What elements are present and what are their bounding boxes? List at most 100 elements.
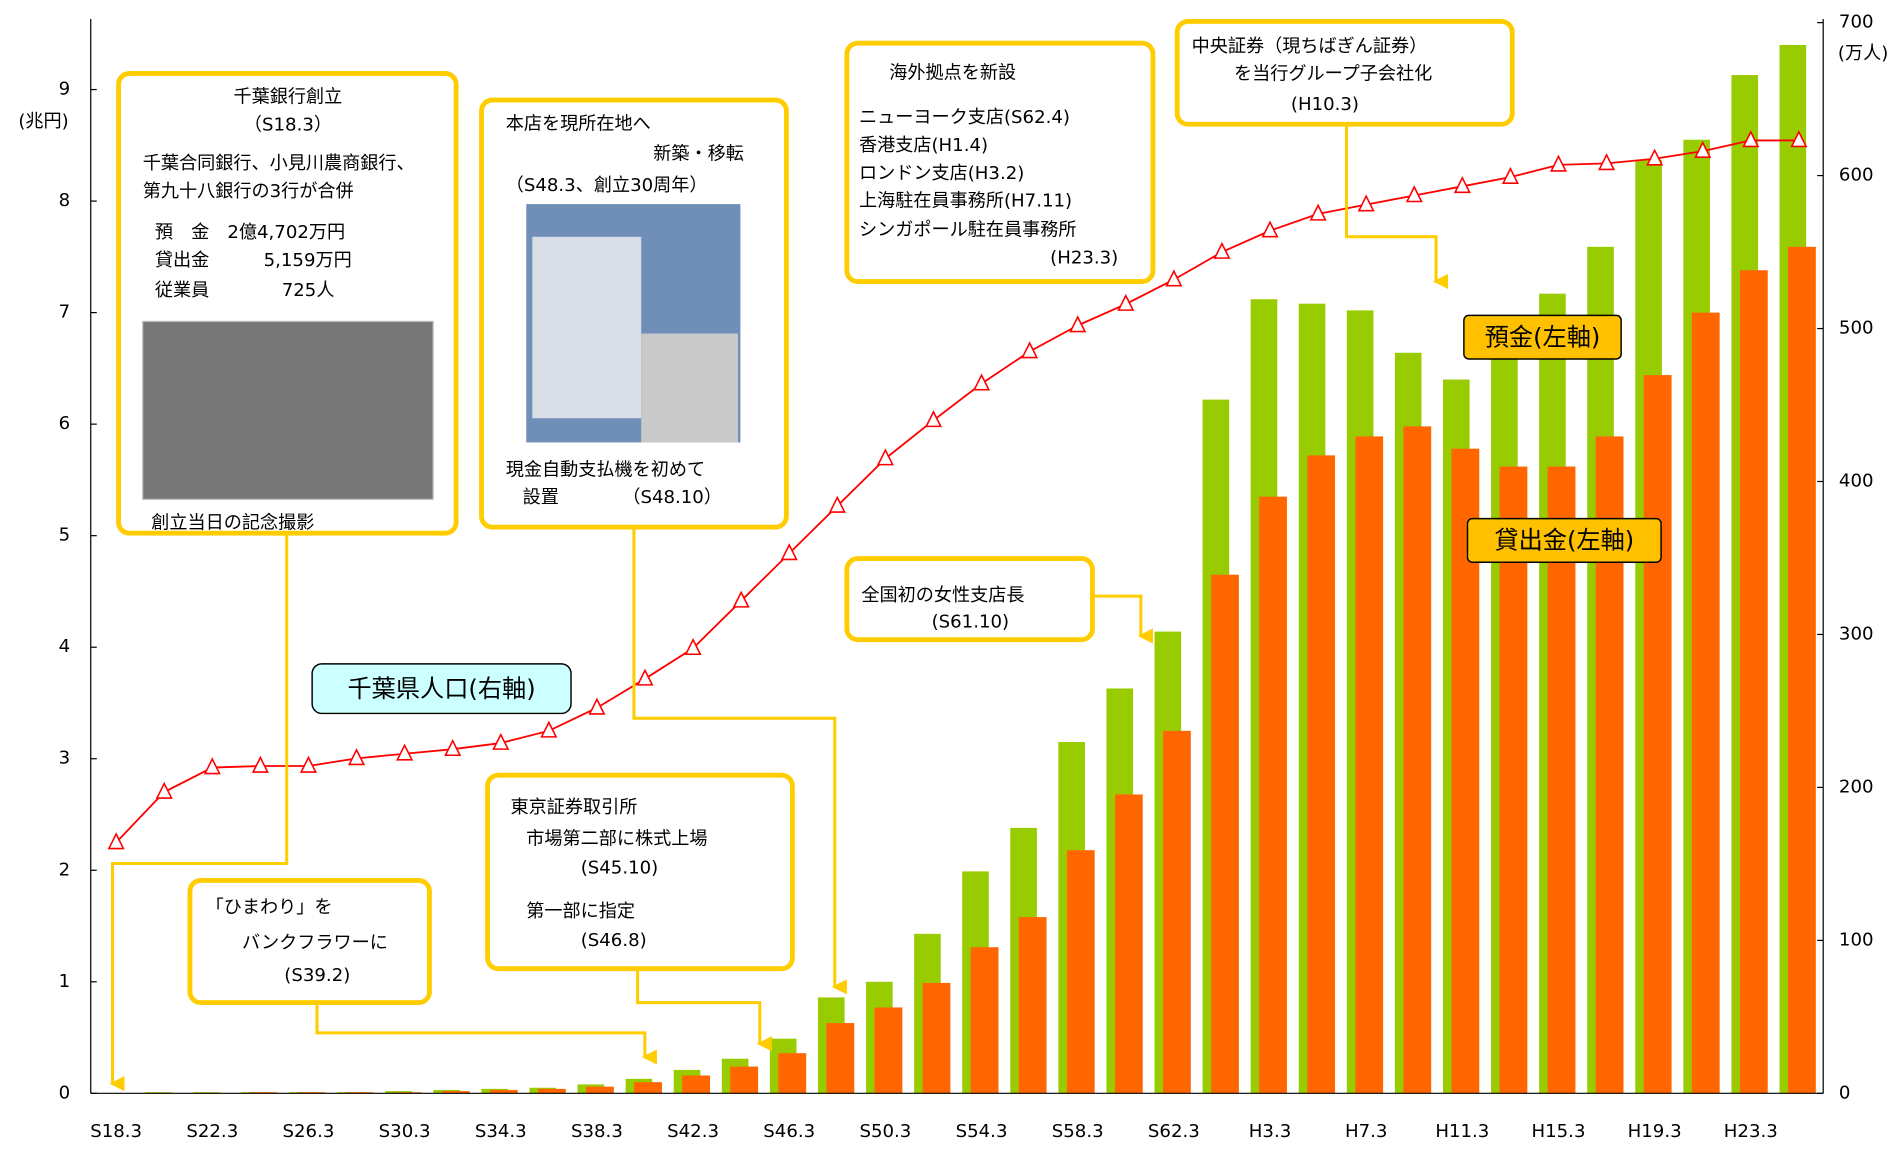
marker bbox=[203, 757, 221, 775]
y-tick-label: 8 bbox=[59, 190, 71, 211]
annotation-text: 海外拠点を新設 bbox=[889, 62, 1016, 83]
y-tick-label: 9 bbox=[59, 79, 71, 100]
x-tick-label: H15.3 bbox=[1531, 1121, 1585, 1142]
y-tick-label: 7 bbox=[59, 302, 71, 323]
y-tick-label: 2 bbox=[59, 859, 71, 880]
x-tick-label: S34.3 bbox=[475, 1121, 527, 1142]
annotation-box bbox=[187, 877, 432, 1006]
y2-tick-label: 700 bbox=[1839, 12, 1874, 33]
marker bbox=[1309, 203, 1327, 221]
marker bbox=[444, 738, 462, 757]
y2-tick-label: 200 bbox=[1839, 776, 1874, 797]
x-tick-label: S30.3 bbox=[379, 1121, 431, 1142]
y2-tick-label: 0 bbox=[1839, 1082, 1851, 1103]
marker bbox=[1357, 194, 1375, 212]
marker bbox=[1453, 176, 1471, 194]
annotation-text: バンクフラワーに bbox=[242, 932, 388, 953]
annotation-text: 第九十八銀行の3行が合併 bbox=[143, 181, 354, 202]
marker bbox=[732, 590, 750, 608]
marker bbox=[1165, 269, 1183, 287]
marker bbox=[396, 743, 414, 761]
x-tick-label: S58.3 bbox=[1052, 1121, 1104, 1142]
marker bbox=[299, 755, 317, 773]
marker bbox=[492, 732, 510, 750]
annotation-text: シンガポール駐在員事務所 bbox=[859, 220, 1077, 241]
marker bbox=[1742, 130, 1760, 148]
x-tick-label: S18.3 bbox=[90, 1121, 142, 1142]
annotation-text: ニューヨーク支店(S62.4) bbox=[859, 107, 1070, 128]
bar bbox=[1739, 270, 1768, 1094]
marker bbox=[1501, 166, 1519, 184]
marker bbox=[924, 410, 943, 428]
marker bbox=[973, 373, 991, 391]
x-tick-label: H3.3 bbox=[1249, 1121, 1291, 1142]
bar bbox=[730, 1066, 759, 1094]
plot bbox=[144, 44, 1816, 1094]
annotation-text: 千葉合同銀行、小見川農商銀行、 bbox=[143, 153, 415, 174]
photo-building bbox=[532, 236, 642, 419]
bar bbox=[682, 1075, 711, 1094]
marker bbox=[1646, 148, 1664, 166]
annotation-text: 設置 （S48.10） bbox=[523, 487, 722, 508]
annotation-text: (S61.10) bbox=[932, 612, 1010, 633]
annotation-text: 千葉銀行創立 bbox=[234, 87, 343, 108]
annotation-text: 上海駐在員事務所(H7.11) bbox=[859, 191, 1072, 212]
bar bbox=[1355, 436, 1384, 1094]
marker bbox=[636, 668, 654, 686]
bar bbox=[970, 947, 999, 1094]
annotation-text: 本店を現所在地へ bbox=[506, 113, 651, 134]
bar bbox=[826, 1023, 855, 1094]
legend-box bbox=[1463, 314, 1622, 360]
connector bbox=[109, 533, 289, 1092]
annotation-text: 新築・移転 bbox=[653, 144, 744, 165]
x-tick-label: S46.3 bbox=[763, 1121, 815, 1142]
y2-tick-label: 500 bbox=[1839, 318, 1874, 339]
legend-label: 預金(左軸) bbox=[1485, 323, 1601, 351]
connector bbox=[1345, 124, 1449, 290]
bar bbox=[1211, 574, 1239, 1094]
marker bbox=[155, 781, 173, 799]
annotation-text: 市場第二部に株式上場 bbox=[526, 828, 707, 849]
marker bbox=[1069, 315, 1087, 333]
marker bbox=[1549, 154, 1568, 172]
legend-label: 貸出金(左軸) bbox=[1494, 527, 1634, 555]
legend-label: 千葉県人口(右軸) bbox=[347, 675, 535, 703]
annotation-text: (H10.3) bbox=[1291, 94, 1359, 115]
annotation-text: 従業員 725人 bbox=[155, 280, 335, 301]
annotation-box bbox=[479, 97, 789, 530]
y2-axis-unit: (万人) bbox=[1838, 43, 1888, 64]
y-tick-label: 6 bbox=[59, 413, 71, 434]
bar bbox=[1162, 730, 1191, 1094]
x-tick-label: H7.3 bbox=[1345, 1121, 1387, 1142]
x-tick-label: S22.3 bbox=[186, 1121, 238, 1142]
annotation-text: 全国初の女性支店長 bbox=[861, 585, 1024, 606]
y-tick-label: 0 bbox=[59, 1082, 71, 1103]
connector bbox=[1092, 594, 1153, 644]
marker bbox=[1117, 293, 1135, 311]
marker bbox=[828, 495, 846, 513]
marker bbox=[1790, 130, 1808, 148]
connector bbox=[315, 1002, 657, 1065]
x-tick-label: S54.3 bbox=[956, 1121, 1008, 1142]
x-tick-label: S62.3 bbox=[1148, 1121, 1200, 1142]
bar bbox=[874, 1007, 903, 1094]
legend-box bbox=[1466, 517, 1662, 563]
marker bbox=[588, 697, 606, 715]
bar bbox=[1018, 917, 1047, 1094]
y-tick-label: 1 bbox=[59, 971, 71, 992]
connector bbox=[632, 527, 847, 995]
marker bbox=[1261, 220, 1279, 238]
marker bbox=[1021, 341, 1039, 359]
annotation-text: 東京証券取引所 bbox=[511, 797, 638, 818]
photo-building bbox=[641, 333, 738, 443]
annotation-box bbox=[1174, 19, 1515, 127]
bar bbox=[1259, 496, 1287, 1094]
x-tick-label: H11.3 bbox=[1435, 1121, 1489, 1142]
bar bbox=[1787, 246, 1816, 1094]
legend-box bbox=[311, 663, 572, 715]
annotation-box bbox=[844, 556, 1095, 643]
line bbox=[115, 139, 1799, 844]
annotation-text: 創立当日の記念撮影 bbox=[151, 512, 314, 534]
marker bbox=[876, 448, 894, 466]
